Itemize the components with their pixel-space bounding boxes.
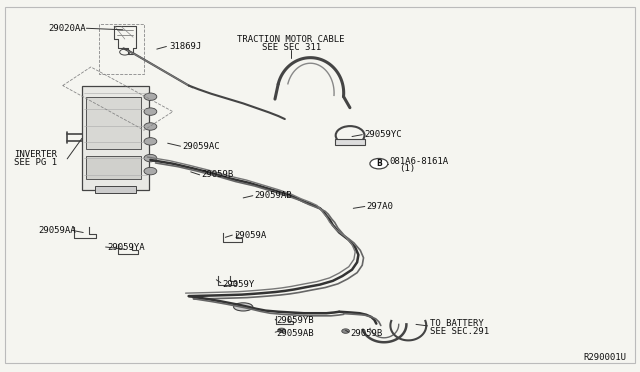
Text: (1): (1)	[399, 164, 415, 173]
Circle shape	[144, 154, 157, 162]
Text: 29059YC: 29059YC	[365, 130, 403, 139]
Circle shape	[370, 158, 388, 169]
Text: 29020AA: 29020AA	[49, 24, 86, 33]
Text: TO BATTERY: TO BATTERY	[430, 319, 484, 328]
Circle shape	[144, 108, 157, 115]
Text: SEE SEC 311: SEE SEC 311	[262, 43, 321, 52]
Text: 297A0: 297A0	[366, 202, 393, 211]
Circle shape	[342, 329, 349, 333]
Text: 29059Y: 29059Y	[223, 280, 255, 289]
Text: SEE PG 1: SEE PG 1	[14, 158, 57, 167]
Text: SEE SEC.291: SEE SEC.291	[430, 327, 489, 336]
Text: 31869J: 31869J	[170, 42, 202, 51]
Text: 29059YA: 29059YA	[108, 243, 145, 251]
Text: 29059AB: 29059AB	[276, 329, 314, 338]
Ellipse shape	[234, 303, 253, 311]
Bar	[95, 186, 136, 193]
Text: 29059AA: 29059AA	[38, 226, 76, 235]
Circle shape	[278, 328, 285, 333]
Circle shape	[144, 93, 157, 100]
Circle shape	[144, 138, 157, 145]
Text: INVERTER: INVERTER	[14, 150, 57, 159]
Bar	[86, 156, 141, 179]
Text: R290001U: R290001U	[583, 353, 626, 362]
Bar	[335, 139, 365, 145]
Text: TRACTION MOTOR CABLE: TRACTION MOTOR CABLE	[237, 35, 345, 44]
Circle shape	[144, 167, 157, 175]
Bar	[82, 86, 149, 190]
Text: 29059A: 29059A	[234, 231, 266, 240]
Text: 29059AB: 29059AB	[255, 191, 292, 200]
Text: 29059B: 29059B	[351, 329, 383, 338]
Text: 29059AC: 29059AC	[182, 142, 220, 151]
Text: 29059B: 29059B	[202, 170, 234, 179]
Text: 29059YB: 29059YB	[276, 316, 314, 325]
Circle shape	[144, 123, 157, 130]
Bar	[86, 97, 141, 149]
Text: B: B	[376, 159, 381, 168]
Text: 081A6-8161A: 081A6-8161A	[389, 157, 448, 166]
